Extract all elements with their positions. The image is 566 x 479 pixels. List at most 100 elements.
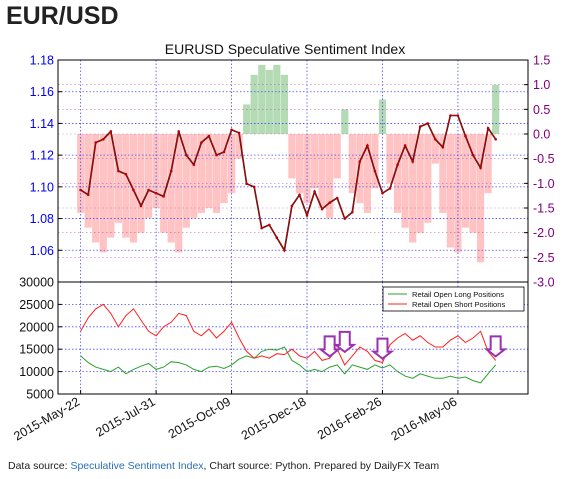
ssi-bar <box>243 104 251 134</box>
x-tick-label: 2016-May-06 <box>389 394 460 443</box>
price-point <box>200 141 203 144</box>
top-chart-title: EURUSD Speculative Sentiment Index <box>165 41 405 57</box>
ssi-bar <box>190 134 198 218</box>
price-point <box>207 134 211 138</box>
price-point <box>124 172 128 176</box>
ssi-bar <box>212 134 221 213</box>
ssi-bar <box>348 134 356 194</box>
right-tick-label: 0.0 <box>533 128 550 142</box>
price-point <box>185 153 188 157</box>
price-point <box>222 150 226 154</box>
ssi-bar <box>333 134 341 179</box>
price-point <box>109 130 113 133</box>
arrow-marker <box>332 330 357 354</box>
ssi-bar <box>152 134 160 208</box>
ssi-bar <box>122 134 130 238</box>
ssi-bar <box>114 134 122 223</box>
bottom-tick-label: 25000 <box>19 298 54 312</box>
ssi-bar <box>288 134 296 179</box>
price-point <box>283 249 286 252</box>
top-chart: EURUSD Speculative Sentiment Index 1.061… <box>30 41 555 290</box>
ssi-bar <box>416 134 424 233</box>
x-tick-label: 2015-Dec-18 <box>239 394 309 442</box>
legend-long-label: Retail Open Long Positions <box>412 290 504 299</box>
price-point <box>479 166 482 170</box>
ssi-bar <box>182 134 190 228</box>
ssi-bar <box>394 134 402 213</box>
page-title: EUR/USD <box>6 2 119 30</box>
right-tick-label: -1.5 <box>533 202 555 216</box>
ssi-bar <box>439 134 447 213</box>
price-point <box>268 223 271 227</box>
bottom-tick-label: 30000 <box>19 276 54 290</box>
ssi-bar <box>484 134 492 194</box>
price-point <box>79 188 82 192</box>
ssi-bar <box>160 134 168 233</box>
x-tick-label: 2015-Oct-09 <box>166 394 233 441</box>
price-point <box>162 195 165 198</box>
price-line <box>80 115 497 252</box>
price-point <box>275 236 279 239</box>
footer-middle: , Chart source: Python <box>203 460 309 472</box>
ssi-bar <box>265 69 273 134</box>
price-point <box>192 163 196 166</box>
ssi-bar <box>318 134 326 208</box>
price-point <box>373 169 377 173</box>
price-point <box>388 187 392 190</box>
price-point <box>335 196 339 200</box>
x-tick-label: 2015-Jul-31 <box>93 394 157 439</box>
footer-suffix: . Prepared by DailyFX Team <box>308 460 440 472</box>
bottom-tick-label: 20000 <box>19 320 54 334</box>
price-point <box>494 138 498 141</box>
ssi-bar <box>461 134 470 228</box>
ssi-bar <box>197 134 205 213</box>
right-tick-label: 1.5 <box>533 54 550 68</box>
price-point <box>215 153 218 157</box>
left-tick-label: 1.16 <box>30 85 54 99</box>
ssi-bar <box>356 134 364 204</box>
price-point <box>245 182 248 185</box>
price-point <box>471 153 475 157</box>
ssi-link[interactable]: Speculative Sentiment Index <box>70 460 204 472</box>
ssi-bar <box>92 134 100 243</box>
left-tick-label: 1.08 <box>30 212 54 226</box>
ssi-bar <box>280 74 288 134</box>
price-point <box>366 144 369 147</box>
right-tick-label: -1.0 <box>533 177 555 191</box>
ssi-bar <box>401 134 409 228</box>
ssi-bar <box>235 134 243 159</box>
footer-prefix: Data source: <box>8 460 71 472</box>
ssi-bar <box>446 134 454 248</box>
price-point <box>102 138 105 141</box>
ssi-bar <box>145 134 153 218</box>
price-point <box>381 191 384 195</box>
ssi-bar <box>371 134 379 189</box>
ssi-bar <box>228 134 236 194</box>
legend: Retail Open Long Positions Retail Open S… <box>382 286 525 312</box>
ssi-bar <box>175 134 183 253</box>
arrow-marker <box>370 337 395 360</box>
right-tick-label: -2.5 <box>533 251 555 265</box>
bottom-tick-label: 10000 <box>19 365 54 379</box>
arrow-marker <box>317 335 342 358</box>
left-tick-label: 1.18 <box>30 54 54 68</box>
price-point <box>237 131 241 135</box>
right-tick-label: -3.0 <box>533 276 555 290</box>
ssi-bar <box>273 64 281 134</box>
right-tick-label: -2.0 <box>533 226 555 240</box>
price-point <box>169 169 173 173</box>
top-plot-area <box>58 59 528 283</box>
price-point <box>154 191 158 195</box>
bottom-chart: 5000 10000 15000 20000 25000 30000 2015-May-22… <box>11 276 529 443</box>
price-point <box>328 201 332 204</box>
price-point <box>441 145 445 149</box>
short-positions-line <box>80 303 497 366</box>
price-point <box>260 226 264 230</box>
ssi-bar <box>167 134 175 243</box>
price-point <box>94 141 97 144</box>
price-point <box>456 114 460 117</box>
price-point <box>147 188 150 192</box>
arrow-marker <box>483 335 508 358</box>
bottom-tick-label: 15000 <box>19 343 54 357</box>
